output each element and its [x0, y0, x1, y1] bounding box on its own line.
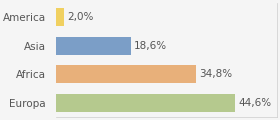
Text: 18,6%: 18,6%: [134, 41, 167, 51]
Text: 2,0%: 2,0%: [67, 12, 93, 22]
Text: 44,6%: 44,6%: [239, 98, 272, 108]
Bar: [56, 8, 64, 26]
Text: 34,8%: 34,8%: [199, 69, 232, 79]
Bar: [56, 66, 196, 83]
Bar: [56, 94, 235, 112]
Bar: [56, 37, 130, 54]
